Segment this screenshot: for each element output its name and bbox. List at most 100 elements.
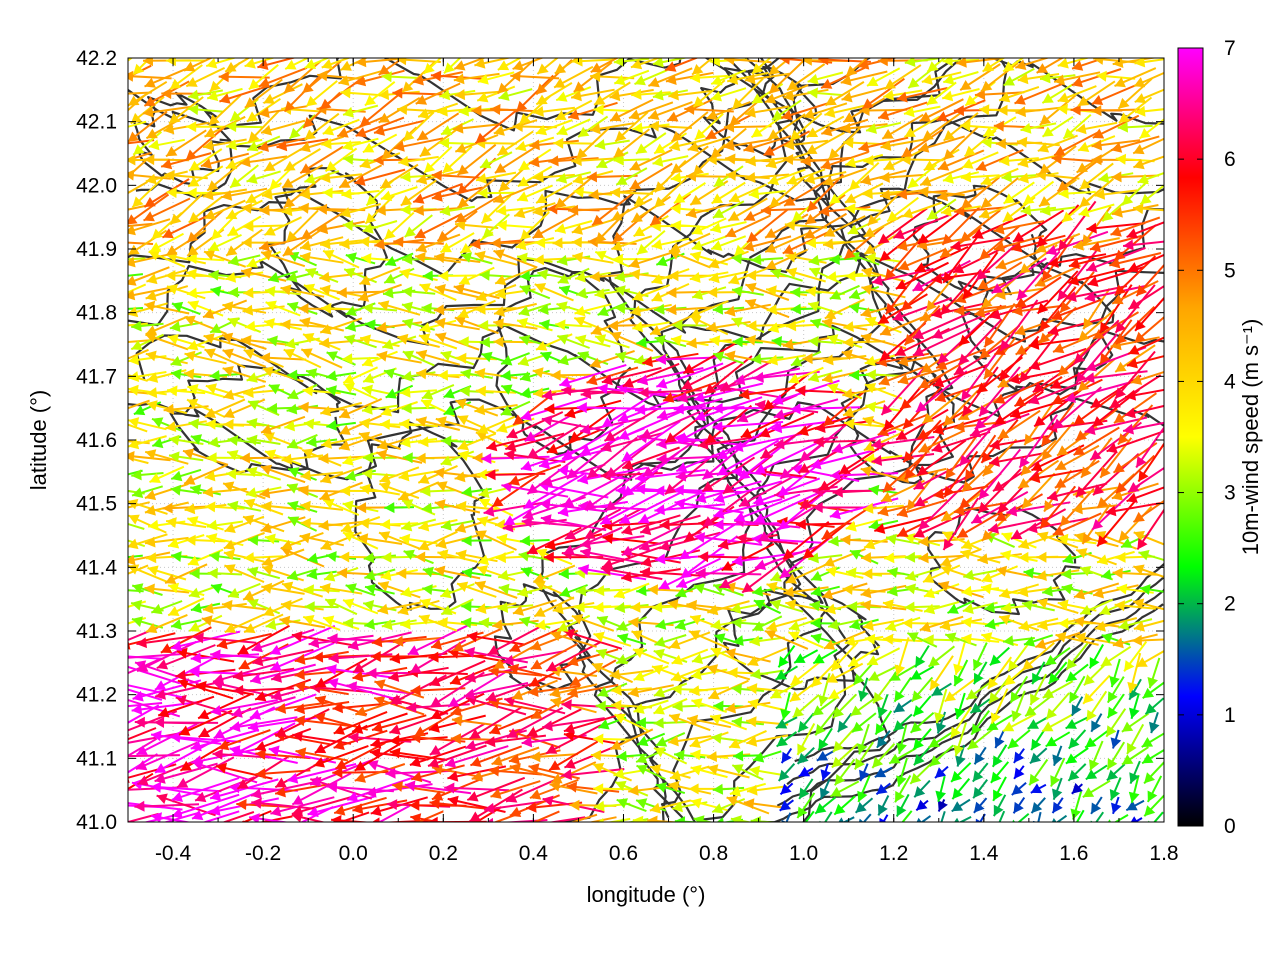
- wind-arrow: [255, 768, 311, 780]
- wind-arrow: [589, 349, 635, 369]
- wind-arrow-head: [671, 683, 682, 695]
- wind-arrow-head: [712, 803, 724, 814]
- wind-arrow: [184, 503, 227, 515]
- wind-arrow-head: [271, 672, 282, 683]
- wind-arrow: [165, 420, 207, 432]
- wind-arrow: [1071, 782, 1083, 795]
- wind-arrow-head: [315, 677, 327, 688]
- wind-arrow: [913, 779, 931, 798]
- wind-arrow-head: [390, 694, 403, 705]
- wind-arrow-head: [207, 567, 218, 579]
- wind-arrow-head: [654, 747, 666, 758]
- wind-arrow-head: [306, 368, 318, 379]
- wind-arrow-head: [780, 783, 792, 795]
- wind-arrow-head: [529, 789, 542, 800]
- wind-arrow: [151, 812, 192, 822]
- wind-arrow: [1106, 763, 1126, 782]
- wind-arrow-head: [291, 631, 303, 642]
- wind-arrow: [788, 631, 824, 649]
- wind-arrow-head: [747, 784, 758, 796]
- wind-arrow: [1082, 674, 1111, 705]
- wind-arrow: [226, 468, 263, 480]
- wind-arrow: [319, 337, 363, 349]
- wind-arrow: [864, 383, 903, 400]
- wind-arrow-shaft: [337, 811, 370, 822]
- wind-arrow: [834, 758, 856, 786]
- wind-arrow: [797, 712, 815, 733]
- wind-arrow-head: [674, 749, 685, 761]
- wind-arrow-head: [190, 652, 201, 664]
- wind-arrow-shaft: [247, 716, 319, 730]
- wind-arrow-head: [850, 705, 862, 716]
- wind-arrow-head: [467, 791, 479, 802]
- wind-arrow-head: [251, 797, 262, 809]
- wind-arrow: [1144, 697, 1164, 715]
- wind-arrow-head: [857, 743, 868, 755]
- wind-arrow-head: [714, 633, 726, 644]
- wind-arrow-head: [377, 603, 389, 615]
- wind-arrow: [346, 776, 413, 802]
- wind-arrow-head: [864, 633, 876, 645]
- wind-arrow: [731, 683, 765, 695]
- wind-arrow: [1013, 765, 1025, 780]
- wind-arrow-head: [1107, 758, 1118, 770]
- wind-arrow: [188, 614, 223, 632]
- wind-arrow-head: [404, 780, 416, 792]
- wind-arrow-head: [300, 470, 311, 481]
- wind-arrow: [170, 619, 202, 630]
- wind-arrow-shaft: [506, 706, 564, 739]
- wind-arrow-shaft: [538, 483, 609, 499]
- wind-arrow-head: [372, 722, 384, 733]
- wind-arrow-head: [766, 621, 778, 632]
- terrain-contour: [128, 187, 1164, 277]
- wind-arrow: [731, 764, 764, 781]
- wind-arrow-head: [1048, 672, 1060, 684]
- wind-arrow-head: [493, 658, 505, 669]
- wind-arrow-head: [878, 804, 888, 816]
- wind-arrow-head: [491, 755, 503, 766]
- wind-arrow-head: [945, 632, 957, 643]
- wind-arrow-head: [294, 681, 306, 693]
- wind-arrow: [556, 614, 591, 632]
- wind-arrow: [972, 762, 989, 783]
- wind-arrow: [1143, 794, 1164, 817]
- wind-arrow-head: [249, 813, 260, 822]
- wind-arrow: [973, 661, 988, 685]
- wind-arrow: [853, 741, 875, 770]
- wind-arrow-shaft: [143, 812, 183, 822]
- wind-arrow: [654, 634, 687, 648]
- wind-arrow-head: [1144, 805, 1156, 817]
- wind-arrow: [1129, 693, 1140, 720]
- wind-arrow-head: [216, 638, 228, 650]
- wind-arrow-head: [894, 690, 905, 702]
- wind-arrow-head: [779, 800, 791, 811]
- wind-arrow-head: [294, 669, 305, 680]
- wind-arrow: [1044, 646, 1071, 666]
- wind-arrow-shaft: [150, 785, 222, 793]
- wind-arrow-head: [954, 817, 960, 822]
- wind-arrow-head: [528, 763, 540, 774]
- wind-arrow: [673, 749, 706, 761]
- wind-arrow-head: [669, 638, 681, 650]
- wind-arrow: [749, 635, 786, 647]
- wind-arrow: [392, 781, 445, 794]
- wind-arrow-head: [331, 815, 342, 822]
- wind-arrow-head: [146, 387, 158, 399]
- wind-arrow-shaft: [163, 811, 201, 822]
- wind-arrow-head: [510, 824, 521, 834]
- wind-arrow-head: [500, 370, 512, 381]
- wind-arrow-head: [195, 680, 207, 692]
- wind-arrow-head: [308, 637, 320, 649]
- wind-arrow-head: [550, 630, 562, 642]
- wind-arrow-head: [229, 782, 240, 794]
- wind-arrow: [530, 692, 578, 720]
- wind-arrow-head: [270, 661, 282, 672]
- wind-arrow-head: [1147, 677, 1158, 689]
- wind-arrow: [227, 317, 262, 334]
- wind-arrow: [337, 811, 370, 822]
- wind-arrow: [128, 632, 176, 650]
- wind-arrow-head: [206, 452, 217, 464]
- wind-arrow-shaft: [170, 630, 241, 650]
- wind-arrow-head: [249, 709, 262, 720]
- wind-arrow-head: [987, 720, 999, 731]
